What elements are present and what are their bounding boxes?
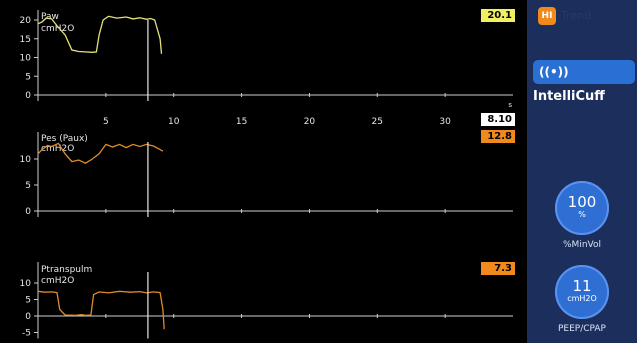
peep-control[interactable]: 11 cmH2O: [555, 265, 609, 319]
time-tick-label: 20: [304, 117, 316, 127]
y-tick-label: 5: [25, 72, 31, 82]
waveform-title: Pes (Paux): [41, 134, 88, 144]
waveform-trace: [37, 15, 163, 54]
minvol-unit: %: [578, 210, 586, 219]
waveform-unit: cmH2O: [41, 144, 74, 154]
waveform-area: 20 15 10 5 0 Paw cmH2O 10 5 0 Pes (Paux) cmH2O 10 5 0-…: [19, 10, 513, 339]
time-unit: s: [508, 101, 512, 109]
time-tick-label: 30: [439, 117, 451, 127]
minvol-control[interactable]: 100 %: [555, 181, 609, 235]
minvol-value: 100: [567, 193, 597, 211]
y-tick-label: 20: [20, 16, 32, 26]
paw-value-box: 20.1: [481, 9, 515, 22]
control-sidebar: HI Trend ((•))IntelliCuff 100 % %MinVol …: [527, 0, 637, 343]
time-tick-label: 10: [168, 117, 180, 127]
cuff-icon: ((•)): [539, 65, 569, 79]
y-tick-label: 5: [25, 296, 31, 306]
waveform-title: Paw: [41, 12, 59, 22]
waveform-trace: [37, 142, 164, 164]
cursor-time-value: 8.10: [481, 113, 515, 126]
hold-button[interactable]: HI: [538, 7, 556, 25]
time-tick-label: 25: [372, 117, 383, 127]
y-tick-label: 0: [25, 312, 31, 322]
time-tick-label: 15: [236, 117, 247, 127]
intellicuff-button[interactable]: ((•)) IntelliCuff: [533, 60, 635, 104]
waveform-unit: cmH2O: [41, 24, 74, 34]
y-tick-label: 5: [25, 181, 31, 191]
y-tick-label: 0: [25, 207, 31, 217]
waveform-unit: cmH2O: [41, 276, 74, 286]
trend-label: Trend: [561, 9, 592, 22]
peep-value: 11: [572, 277, 592, 295]
y-tick-label: 10: [20, 279, 32, 289]
ptranspulm-value-box: 7.3: [481, 262, 515, 275]
minvol-label: %MinVol: [563, 240, 601, 250]
time-tick-label: 5: [103, 117, 109, 127]
y-tick-label: 10: [20, 54, 32, 64]
intellicuff-label: IntelliCuff: [533, 89, 605, 104]
pes-value-box: 12.8: [481, 130, 515, 143]
waveform-title: Ptranspulm: [41, 265, 92, 275]
y-tick-label: 15: [20, 35, 31, 45]
hold-button-label: HI: [541, 11, 553, 21]
peep-unit: cmH2O: [567, 294, 597, 303]
waveform-trace: [37, 290, 165, 330]
y-tick-label: 10: [20, 155, 32, 165]
peep-label: PEEP/CPAP: [558, 324, 606, 334]
y-tick-label: 0: [25, 91, 31, 101]
y-tick-label: -5: [22, 329, 31, 339]
